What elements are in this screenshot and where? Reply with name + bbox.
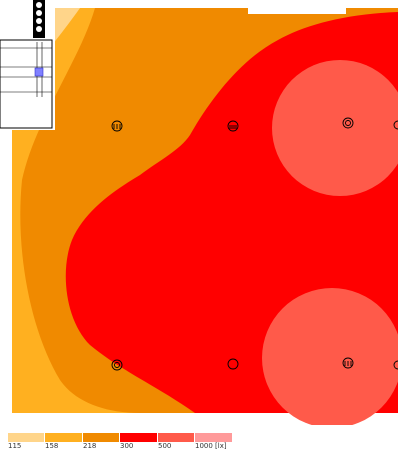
color-legend: 115 158 218 300 500 1000 [lx] xyxy=(8,433,238,450)
luminaire-icon[interactable] xyxy=(227,120,239,132)
legend-swatch-158 xyxy=(45,433,82,442)
luminaire-icon[interactable] xyxy=(111,359,123,371)
luminaire-icon[interactable] xyxy=(227,358,239,370)
legend-swatch-1000 xyxy=(195,433,232,442)
legend-label-500: 500 xyxy=(158,442,172,450)
luminaire-icon[interactable] xyxy=(111,120,123,132)
illuminance-viewport[interactable] xyxy=(0,0,398,425)
isolux-plot[interactable] xyxy=(0,0,398,425)
legend-label-218: 218 xyxy=(83,442,97,450)
luminaire-icon[interactable] xyxy=(342,357,354,369)
top-notch xyxy=(248,0,346,14)
legend-swatch-500 xyxy=(158,433,194,442)
floor-plan-inset xyxy=(0,0,55,130)
legend-swatch-218 xyxy=(83,433,119,442)
level-500-pool-top xyxy=(272,60,398,196)
legend-swatch-300 xyxy=(120,433,157,442)
legend-label-300: 300 xyxy=(120,442,134,450)
legend-label-unit: 1000 [lx] xyxy=(195,442,227,450)
legend-label-158: 158 xyxy=(45,442,59,450)
luminaire-icon[interactable] xyxy=(342,117,354,129)
legend-swatch-115 xyxy=(8,433,44,442)
luminaire-icon[interactable] xyxy=(393,360,398,370)
luminaire-icon[interactable] xyxy=(393,120,398,130)
level-115-region xyxy=(52,8,80,45)
level-500-pool-bottom xyxy=(262,288,398,425)
legend-label-115: 115 xyxy=(8,442,22,450)
